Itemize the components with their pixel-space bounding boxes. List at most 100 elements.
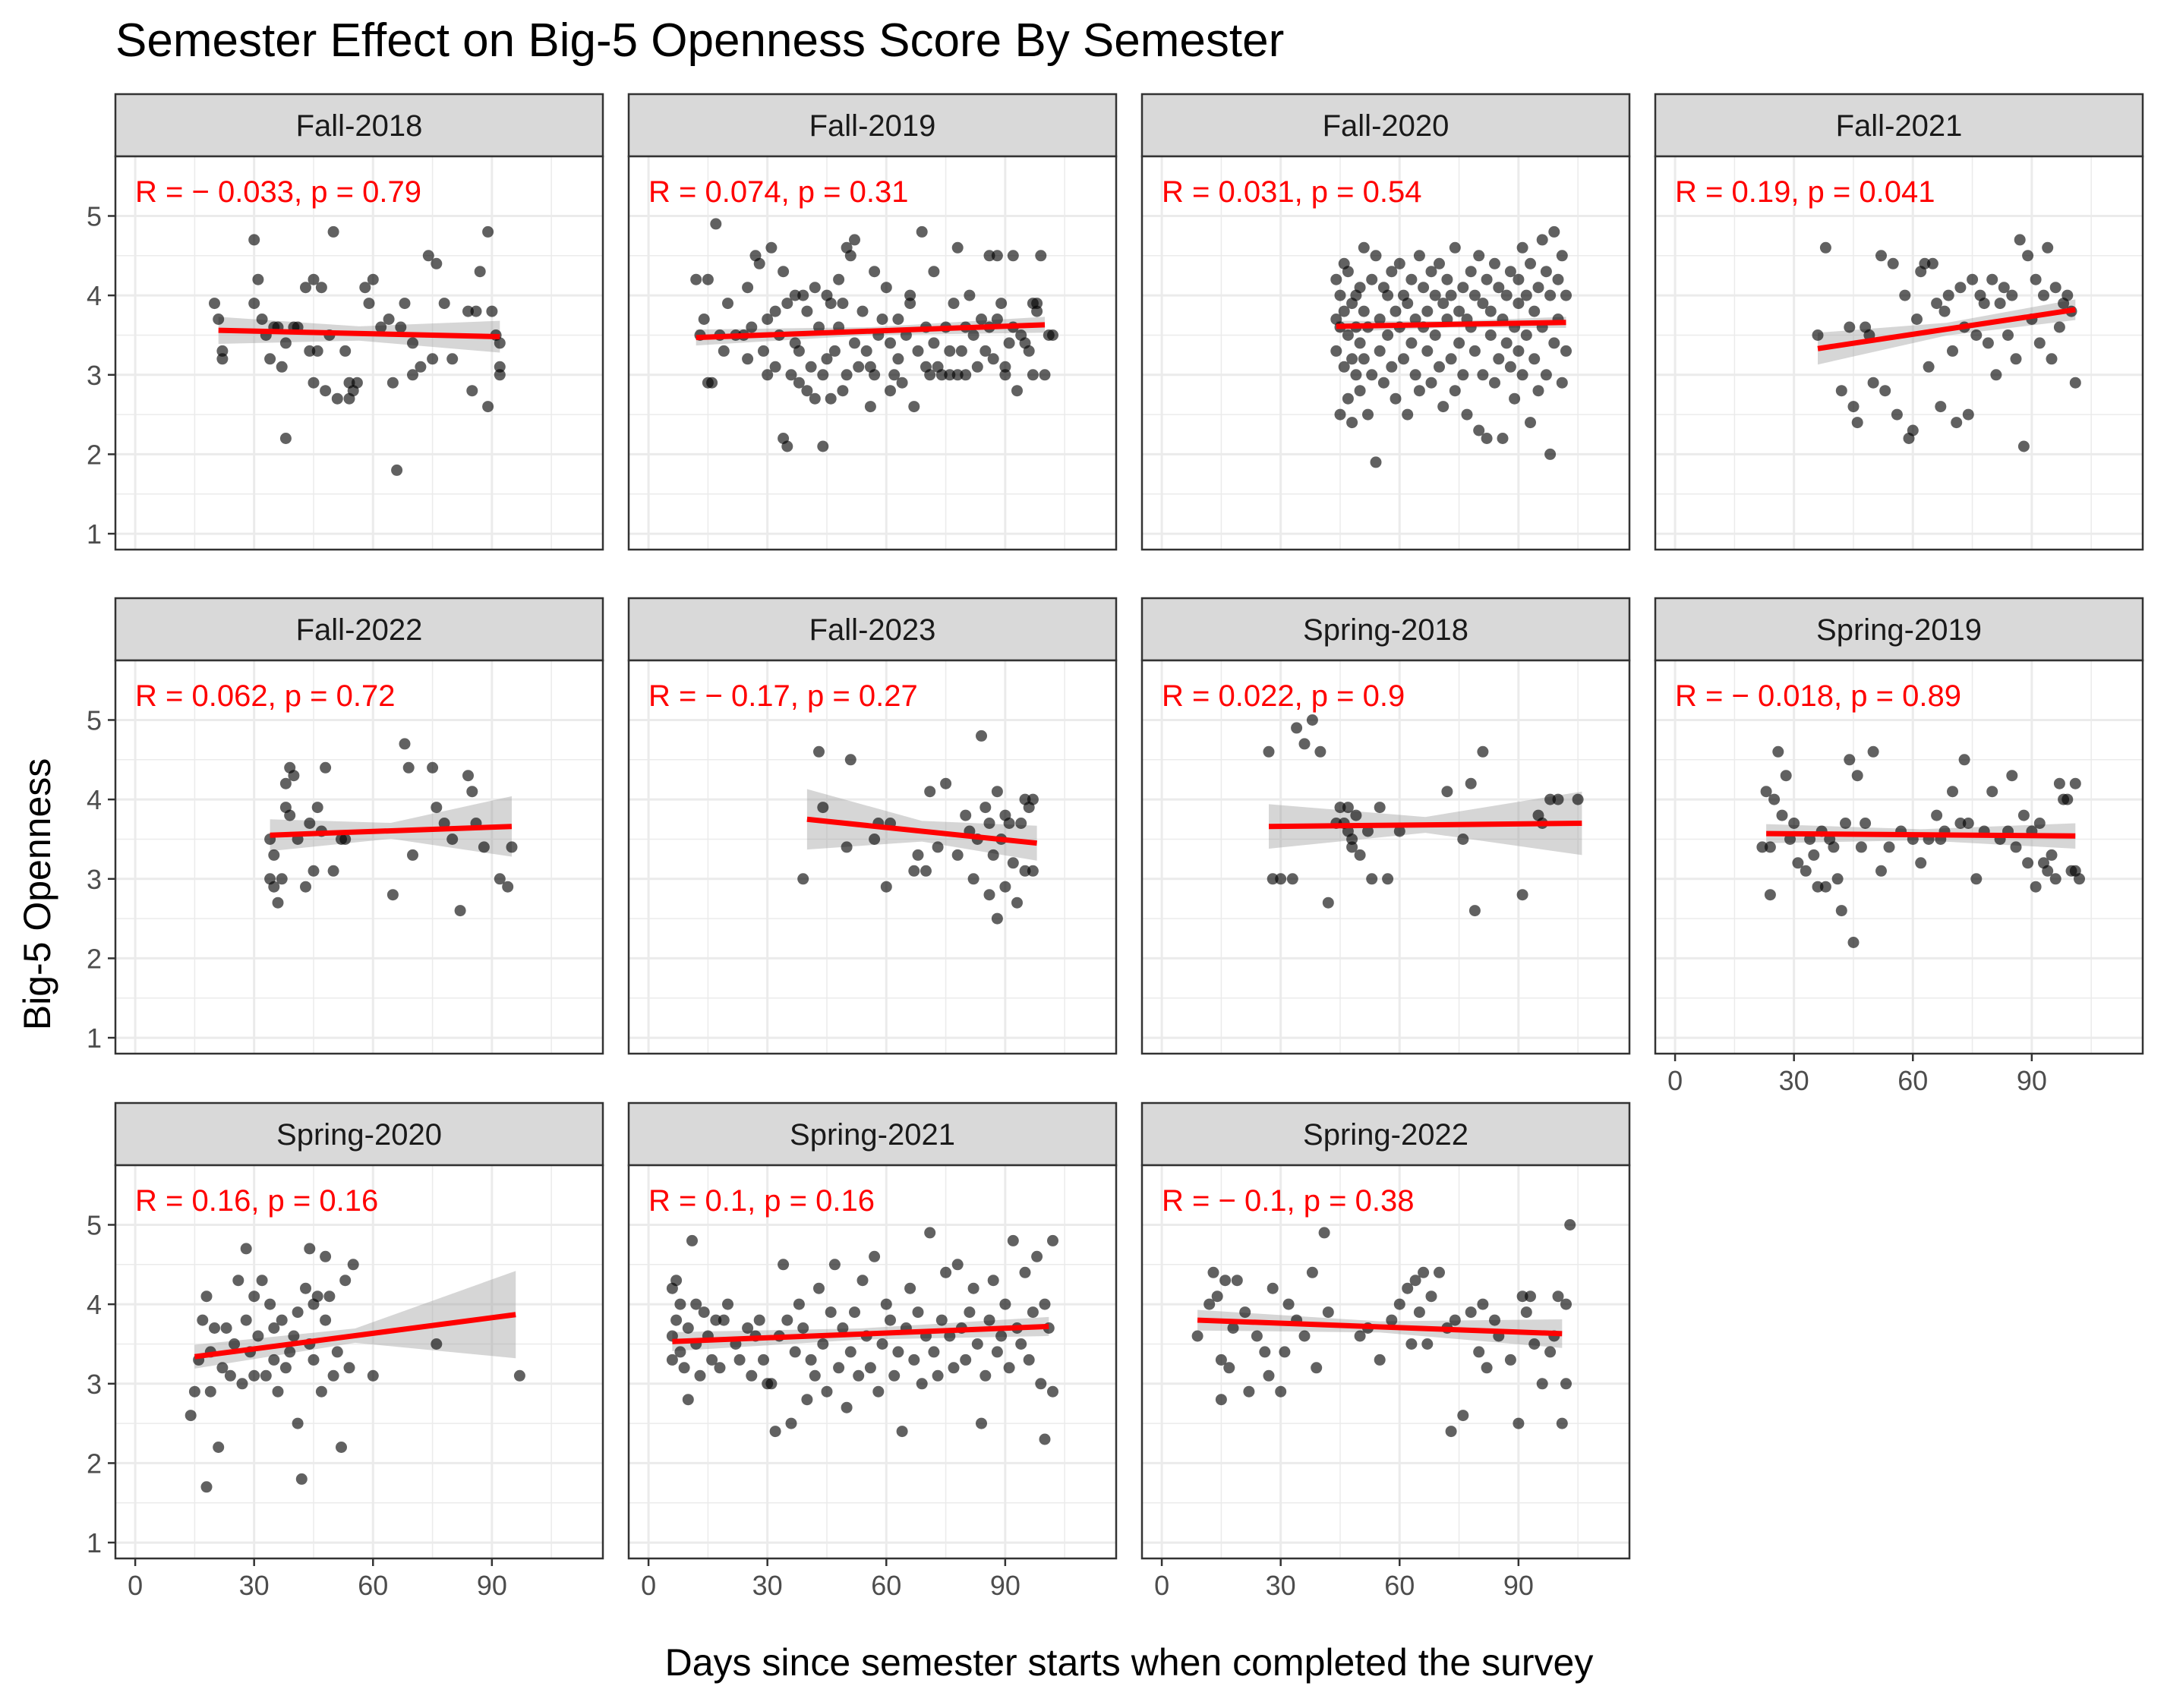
data-point <box>762 314 774 325</box>
data-point <box>1528 305 1541 317</box>
data-point <box>1445 289 1457 301</box>
data-point <box>1572 793 1584 805</box>
data-point <box>1227 1322 1239 1334</box>
data-point <box>828 1259 841 1271</box>
data-point <box>793 377 805 389</box>
data-point <box>872 1385 885 1398</box>
data-point <box>928 337 940 349</box>
data-point <box>1382 329 1394 341</box>
gridlines <box>629 660 1116 1054</box>
data-point <box>869 834 881 845</box>
data-point <box>733 1353 746 1366</box>
data-point <box>1382 873 1394 885</box>
data-point <box>849 337 860 349</box>
data-point <box>1441 273 1453 285</box>
data-point <box>1314 745 1326 758</box>
data-point <box>916 1378 928 1390</box>
data-point <box>1481 273 1493 285</box>
data-point <box>1477 298 1489 310</box>
data-point <box>1840 818 1851 829</box>
data-point <box>1334 408 1346 421</box>
data-point <box>785 369 797 381</box>
data-point <box>844 250 856 262</box>
data-point <box>944 345 956 357</box>
data-point <box>1366 873 1378 885</box>
data-point <box>1819 241 1831 254</box>
plot-area <box>1655 156 2143 550</box>
data-point <box>951 241 964 254</box>
data-point <box>304 345 316 357</box>
data-point <box>1532 385 1544 397</box>
data-point <box>971 1338 983 1350</box>
data-point <box>1425 1290 1437 1303</box>
data-point <box>1425 377 1437 389</box>
data-point <box>1215 1353 1227 1366</box>
panel-border <box>114 155 604 551</box>
data-point <box>1926 257 1938 269</box>
data-point <box>2042 241 2054 254</box>
data-point <box>1039 369 1051 381</box>
data-point <box>399 738 411 750</box>
gridlines <box>1142 1165 1629 1558</box>
data-point <box>1780 770 1792 782</box>
data-point <box>1513 345 1525 357</box>
data-point <box>2033 337 2046 349</box>
data-point <box>864 1362 876 1374</box>
data-point <box>1954 282 1967 294</box>
data-point <box>1812 329 1824 341</box>
data-point <box>248 298 260 310</box>
data-point <box>213 314 225 325</box>
data-point <box>1540 266 1552 278</box>
data-point <box>1473 1346 1485 1358</box>
data-point <box>1899 289 1911 301</box>
data-point <box>260 1369 272 1382</box>
data-point <box>1346 353 1358 365</box>
data-point <box>2006 770 2018 782</box>
facet-strip <box>1140 93 1631 158</box>
data-point <box>1362 825 1374 837</box>
data-point <box>955 345 967 357</box>
data-point <box>2022 250 2034 262</box>
data-point <box>797 873 809 885</box>
data-point <box>817 369 829 381</box>
data-point <box>1497 433 1509 444</box>
data-point <box>1035 250 1047 262</box>
data-point <box>1366 369 1378 381</box>
data-point <box>2014 234 2026 246</box>
data-point <box>323 1290 336 1303</box>
data-point <box>1275 873 1287 885</box>
data-point <box>1334 289 1346 301</box>
data-point <box>1998 282 2010 294</box>
data-point <box>1211 1290 1223 1303</box>
data-point <box>778 266 790 278</box>
data-point <box>896 377 908 389</box>
data-point <box>1457 282 1469 294</box>
data-point <box>1251 1330 1263 1342</box>
data-point <box>1286 873 1298 885</box>
data-point <box>300 282 311 294</box>
data-point <box>821 1385 833 1398</box>
data-point <box>805 1353 817 1366</box>
panel-border <box>627 1164 1118 1560</box>
data-point <box>1504 266 1516 278</box>
data-point <box>1808 849 1820 861</box>
data-point <box>1552 273 1564 285</box>
regression-line <box>194 1312 516 1360</box>
data-point <box>797 289 809 301</box>
data-point <box>825 298 837 310</box>
data-point <box>1354 282 1366 294</box>
correlation-annotation: R = − 0.1, p = 0.38 <box>1162 1184 1414 1218</box>
data-point <box>841 369 853 381</box>
data-point <box>908 865 920 877</box>
regression-line <box>218 327 500 340</box>
gridlines <box>115 1165 603 1558</box>
data-point <box>1386 361 1398 373</box>
data-point <box>1556 1417 1568 1429</box>
data-point <box>960 369 972 381</box>
data-point <box>1421 345 1434 357</box>
data-point <box>841 841 853 853</box>
data-point <box>1358 241 1370 254</box>
data-point <box>928 1346 940 1358</box>
panel-spring-2022: Spring-2022 R = − 0.1, p = 0.38 0 30 60 90 <box>1140 1101 1631 1601</box>
y-tick-label: 2 <box>87 1448 102 1479</box>
